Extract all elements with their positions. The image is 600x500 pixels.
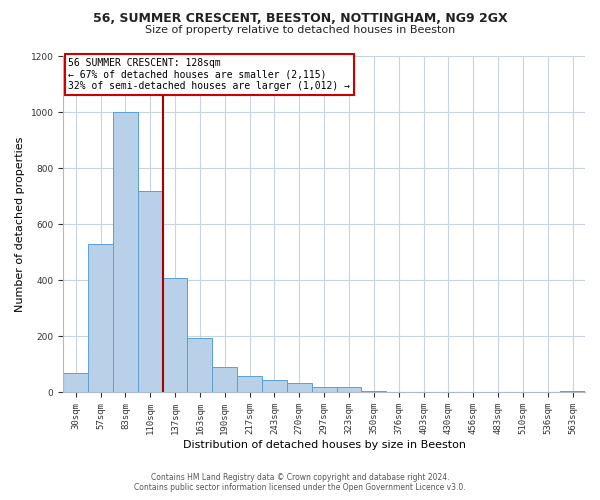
- Y-axis label: Number of detached properties: Number of detached properties: [15, 136, 25, 312]
- Bar: [113, 112, 138, 392]
- Bar: [312, 387, 337, 392]
- Bar: [212, 367, 237, 392]
- Text: Contains HM Land Registry data © Crown copyright and database right 2024.
Contai: Contains HM Land Registry data © Crown c…: [134, 473, 466, 492]
- Bar: [187, 338, 212, 392]
- Text: 56 SUMMER CRESCENT: 128sqm
← 67% of detached houses are smaller (2,115)
32% of s: 56 SUMMER CRESCENT: 128sqm ← 67% of deta…: [68, 58, 350, 91]
- Bar: [361, 391, 386, 392]
- Bar: [237, 376, 262, 392]
- Bar: [138, 190, 163, 392]
- Bar: [88, 244, 113, 392]
- Bar: [163, 278, 187, 392]
- Bar: [287, 384, 312, 392]
- Text: 56, SUMMER CRESCENT, BEESTON, NOTTINGHAM, NG9 2GX: 56, SUMMER CRESCENT, BEESTON, NOTTINGHAM…: [92, 12, 508, 26]
- Bar: [337, 388, 361, 392]
- Bar: [63, 373, 88, 392]
- Bar: [560, 391, 585, 392]
- X-axis label: Distribution of detached houses by size in Beeston: Distribution of detached houses by size …: [182, 440, 466, 450]
- Bar: [262, 380, 287, 392]
- Text: Size of property relative to detached houses in Beeston: Size of property relative to detached ho…: [145, 25, 455, 35]
